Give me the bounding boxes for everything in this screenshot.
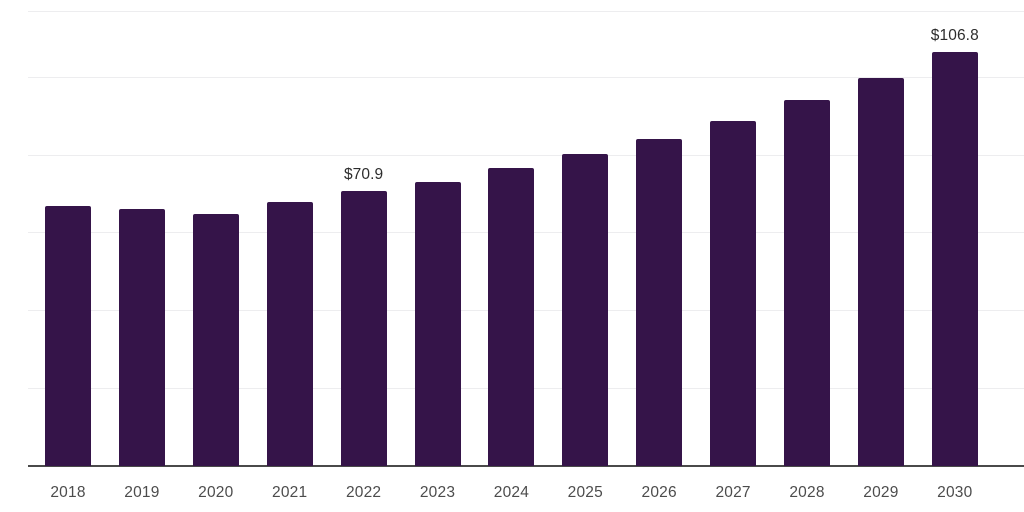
bar[interactable] [636,139,683,466]
bar[interactable] [192,214,239,466]
x-axis-tick-label: 2023 [419,484,456,501]
bar-group[interactable] [857,0,904,466]
x-axis-tick-label: 2030 [937,484,973,501]
bars-layer: $70.9 $106.8 [45,0,979,466]
bar[interactable] [488,167,535,466]
bar[interactable] [266,202,313,466]
bar-group[interactable] [784,0,830,466]
bar-group[interactable] [266,0,313,466]
bar[interactable] [857,77,904,466]
bar-group[interactable] [488,0,535,466]
x-axis-tick-label: 2022 [345,484,382,501]
bar-group[interactable] [562,0,609,466]
bar-value-label: $70.9 [343,166,384,184]
x-axis-tick-label: 2028 [789,484,825,501]
bar[interactable] [931,52,978,466]
bar[interactable] [562,153,609,466]
bar-group[interactable] [192,0,239,466]
bar[interactable] [340,191,387,466]
gridline [28,77,1024,78]
gridline [28,155,1024,156]
bar-group[interactable]: $70.9 [340,0,387,466]
x-axis-tick-label: 2027 [715,484,751,501]
bar[interactable] [118,209,165,466]
x-axis-labels: 2018 2019 2020 2021 2022 2023 2024 2025 2026 2027… [0,466,1024,512]
x-axis-tick-label: 2026 [641,484,677,501]
bar[interactable] [414,182,461,466]
bar-value-label: $106.8 [930,27,979,44]
bar[interactable] [45,205,91,466]
bar-group[interactable]: $106.8 [930,0,979,466]
bar-group[interactable] [710,0,757,466]
x-axis-tick-label: 2018 [50,484,86,501]
bar-group[interactable] [636,0,683,466]
x-axis-tick-label: 2024 [493,484,530,501]
bar[interactable] [710,121,757,466]
x-axis-tick-label: 2025 [567,484,603,501]
x-axis-tick-label: 2019 [124,484,160,501]
bar-group[interactable] [45,0,91,466]
bar[interactable] [784,100,830,466]
x-axis-tick-label: 2020 [198,484,234,501]
gridline [28,11,1024,12]
bar-group[interactable] [118,0,165,466]
bar-group[interactable] [414,0,461,466]
x-axis-tick-label: 2029 [863,484,899,501]
x-axis-tick-label: 2021 [272,484,308,501]
